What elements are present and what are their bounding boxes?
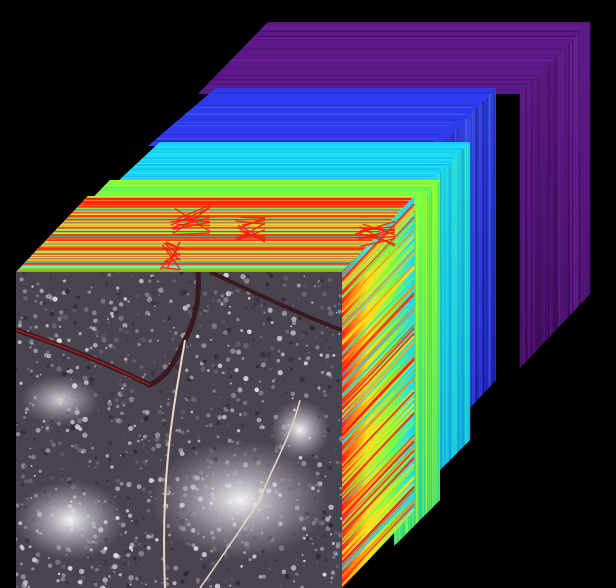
- road: [163, 339, 186, 588]
- road: [209, 272, 342, 332]
- band-layer-1: [198, 21, 591, 368]
- band-layer-5: [16, 196, 415, 588]
- road: [199, 399, 301, 588]
- front-face-aerial-image: [16, 272, 342, 588]
